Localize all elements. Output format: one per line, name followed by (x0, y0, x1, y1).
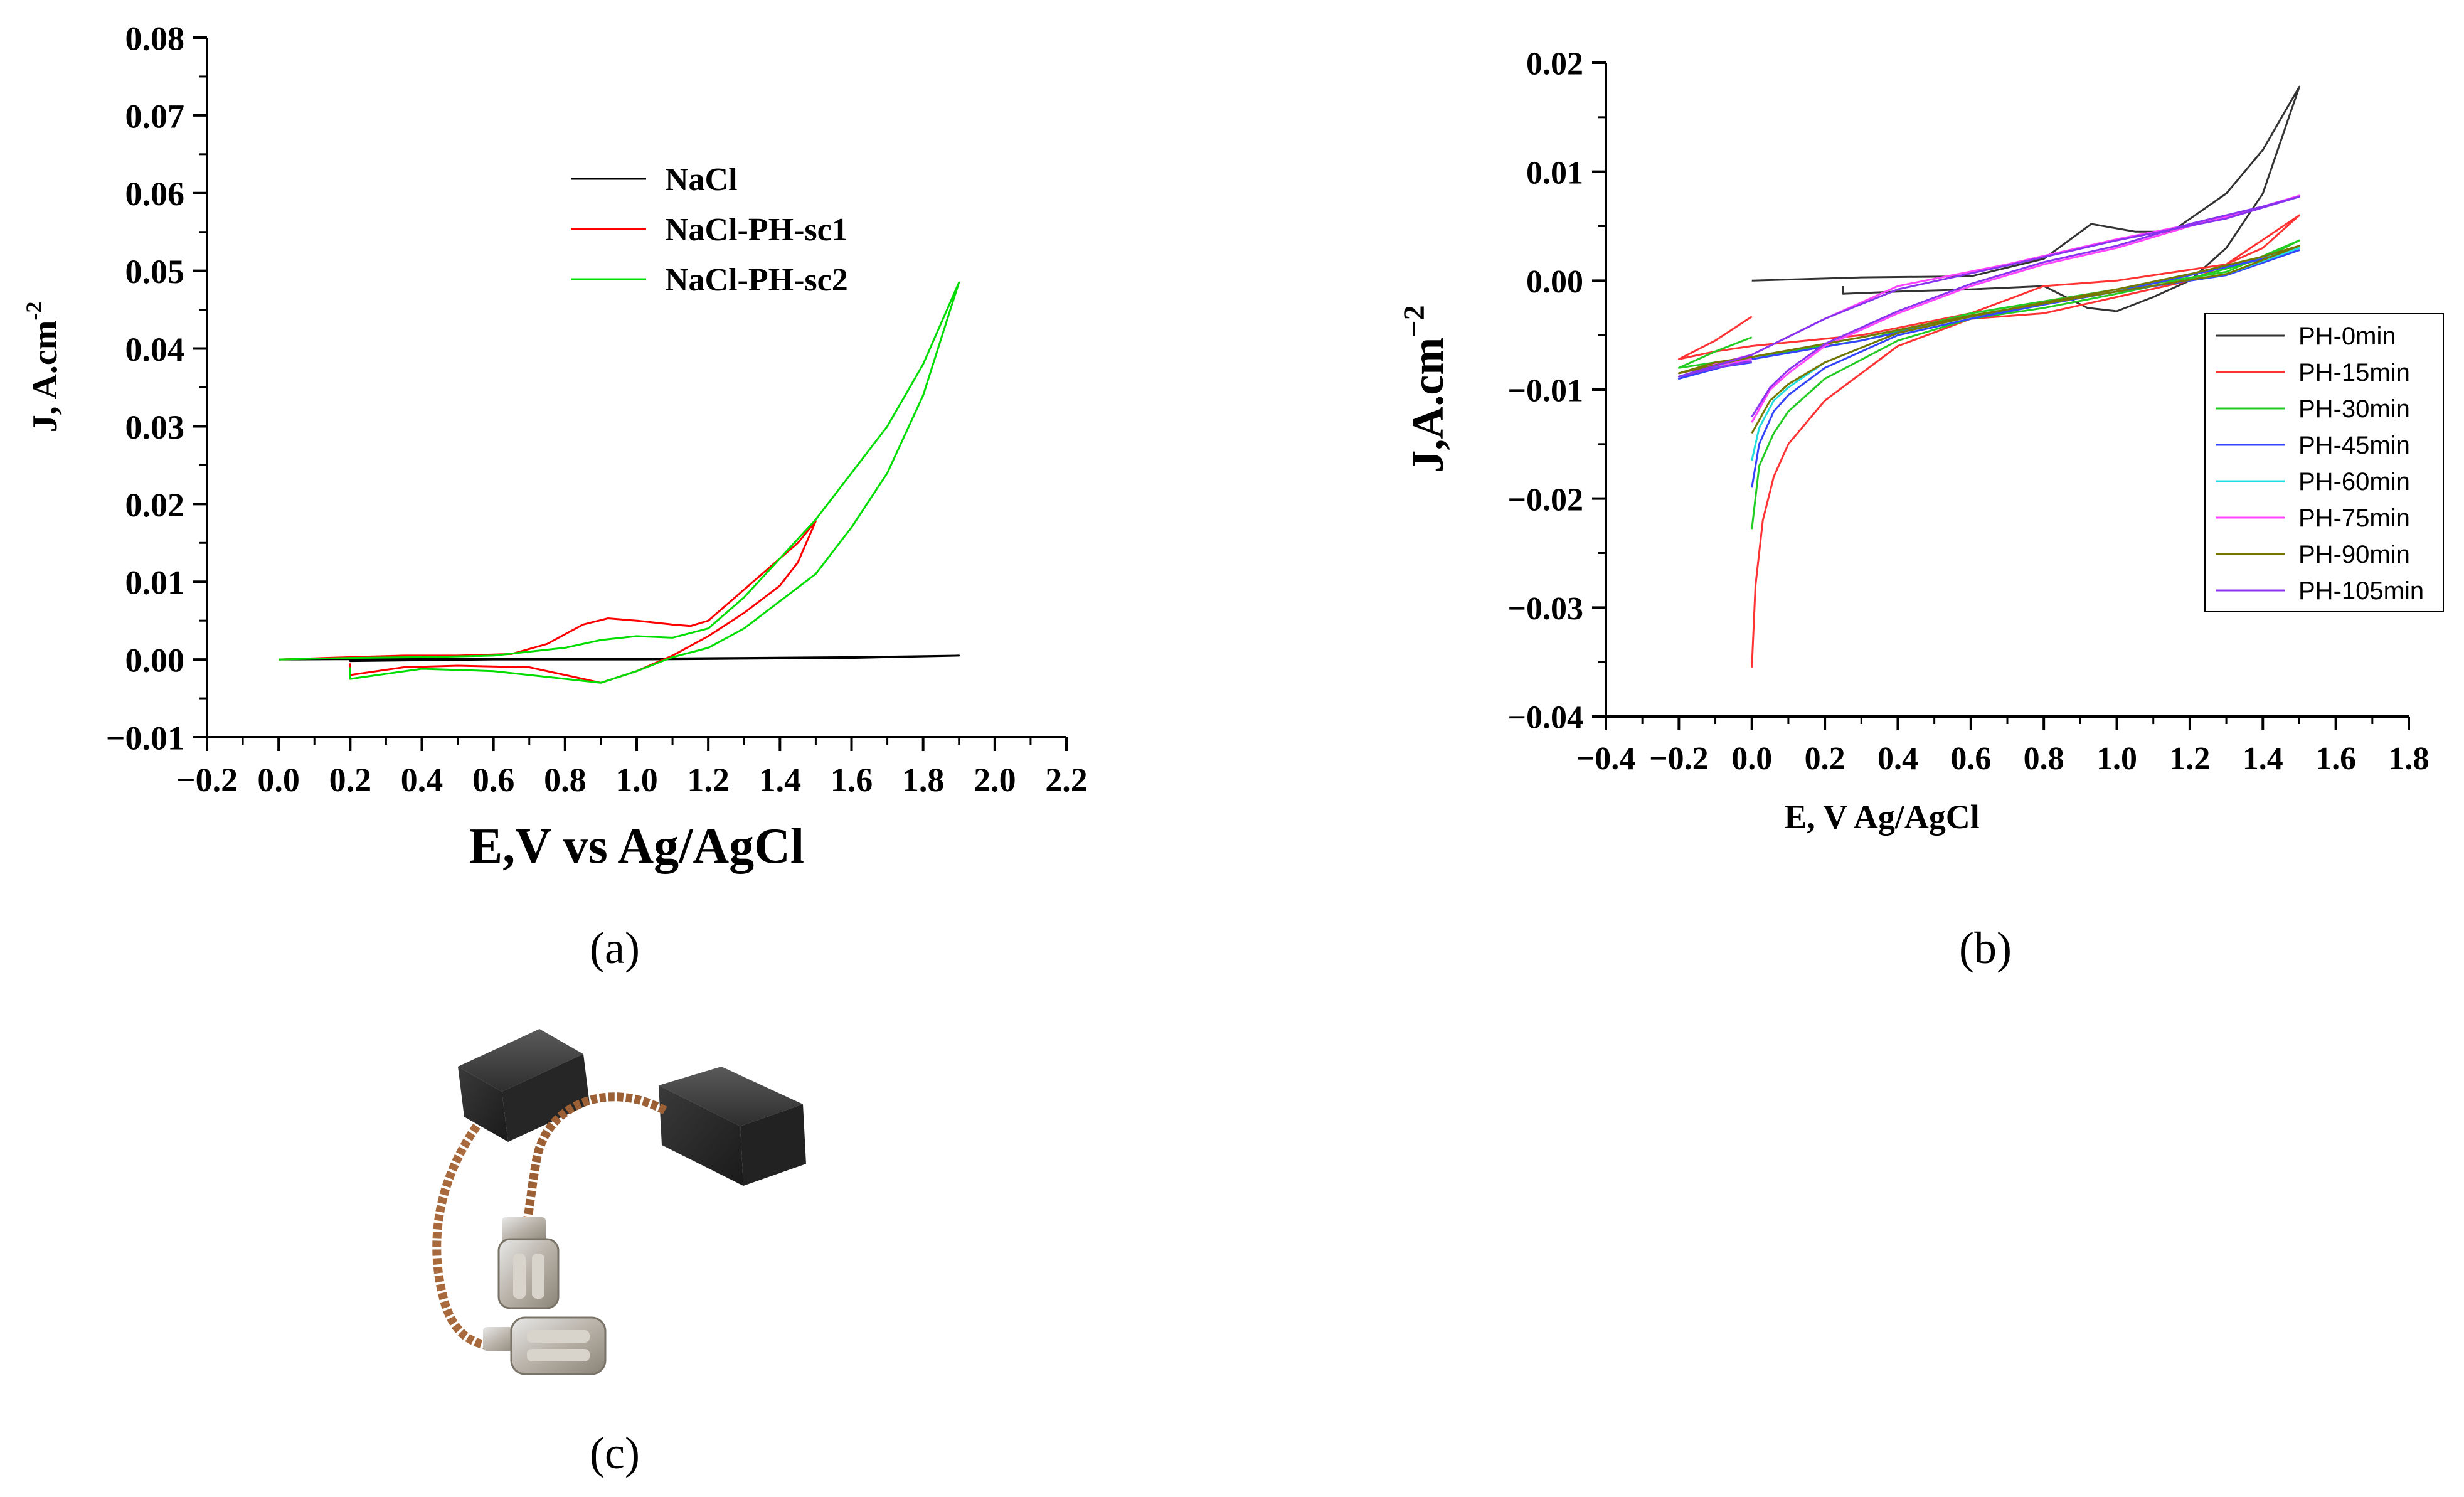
chart-a-x-tick-label: 1.6 (831, 761, 873, 799)
chart-b-legend-label: PH-75min (2298, 504, 2410, 532)
chart-b-y-tick-label: 0.00 (1526, 264, 1583, 300)
chart-b-legend-label: PH-0min (2298, 322, 2396, 350)
chart-a-x-tick-label: 1.8 (902, 761, 945, 799)
chart-b-legend-label: PH-105min (2298, 577, 2424, 605)
chart-b-plot-area: −0.4 −0.2 0.0 0.2 0.4 0.6 0.8 1.0 1.2 1.4 1.6 1.8 −0… (1507, 46, 2429, 777)
chart-b-x-tick-label: 0.0 (1731, 741, 1772, 777)
chart-b-legend-label: PH-90min (2298, 541, 2410, 568)
chart-a-x-tick-label: 0.2 (329, 761, 372, 799)
terminal-upper (497, 1217, 560, 1309)
chart-a-series-nacl (279, 654, 960, 663)
chart-a-y-tick-label: 0.00 (125, 642, 185, 679)
chart-a-y-tick-label: 0.04 (125, 331, 185, 368)
chart-b-series-ph-45min (1677, 249, 2300, 488)
chart-a-legend-label: NaCl-PH-sc2 (665, 262, 848, 298)
chart-b-y-axis-label: J,A.cm−2 (1398, 305, 1453, 472)
chart-a-y-tick-label: 0.05 (125, 253, 185, 290)
chart-a-x-tick-label: 2.0 (974, 761, 1016, 799)
carbon-block-right (659, 1067, 806, 1186)
chart-a-series-nacl-ph-sc1 (279, 520, 817, 684)
chart-a-legend: NaCl NaCl-PH-sc1 NaCl-PH-sc2 (571, 162, 848, 298)
panel-label-b: (b) (1959, 923, 2012, 973)
chart-a-x-axis-label: E,V vs Ag/AgCl (469, 819, 804, 874)
chart-b-y-tick-label: 0.01 (1526, 155, 1583, 191)
chart-b-x-axis-label: E, V Ag/AgCl (1784, 798, 1980, 836)
chart-b-legend-label: PH-60min (2298, 468, 2410, 496)
copper-wire-left (432, 1123, 491, 1350)
chart-a-y-axis-label-main: J, A.cm (26, 321, 65, 433)
chart-b-y-tick-label: −0.02 (1507, 482, 1583, 518)
copper-wire-right (523, 1092, 667, 1225)
chart-a-y-tick-label: 0.07 (125, 97, 185, 135)
chart-a-x-tick-label: 2.2 (1045, 761, 1088, 799)
chart-a-y-tick-label: 0.06 (125, 175, 185, 213)
chart-b-x-tick-label: 0.4 (1877, 741, 1918, 777)
chart-b-y-tick-label: −0.01 (1507, 373, 1583, 409)
chart-b-x-tick-label: 1.4 (2243, 741, 2283, 777)
chart-a-y-tick-label: 0.01 (125, 564, 185, 602)
chart-b-series-ph-105min (1677, 196, 2300, 418)
chart-b-x-tick-label: 0.2 (1805, 741, 1845, 777)
chart-b-y-axis-label-main: J,A.cm (1403, 338, 1453, 473)
chart-a-y-tick-label: 0.08 (125, 19, 185, 57)
chart-a-x-tick-label: 1.2 (687, 761, 730, 799)
chart-a-x-tick-label: 1.0 (615, 761, 658, 799)
terminal-lower (483, 1316, 607, 1375)
chart-a-x-tick-label: 0.0 (257, 761, 300, 799)
chart-b-x-tick-label: 1.0 (2096, 741, 2137, 777)
chart-b-y-tick-label: −0.03 (1507, 591, 1583, 627)
chart-a-y-tick-label: 0.02 (125, 486, 185, 524)
chart-a-y-axis-label-sup: -2 (21, 302, 46, 321)
chart-b-legend: PH-0min PH-15min PH-30min PH-45min PH-60min P… (2204, 313, 2444, 612)
chart-a-x-tick-label: 1.4 (759, 761, 802, 799)
chart-a-y-tick-label: −0.01 (106, 719, 184, 757)
chart-a-plot-area: −0.2 0.0 0.2 0.4 0.6 0.8 1.0 1.2 1.4 1.6 1.8 2.0 2.2… (106, 19, 1088, 799)
chart-b-y-tick-label: 0.02 (1526, 46, 1583, 82)
chart-a-x-tick-label: 0.8 (544, 761, 587, 799)
chart-b-x-tick-label: 1.2 (2169, 741, 2210, 777)
chart-b-x-tick-label: 0.8 (2024, 741, 2064, 777)
chart-b-x-tick-label: −0.4 (1576, 741, 1636, 777)
chart-a-x-tick-label: 0.4 (401, 761, 443, 799)
chart-a-legend-label: NaCl (665, 162, 738, 198)
chart-a-x-tick-label: −0.2 (176, 761, 238, 799)
chart-b-y-tick-label: −0.04 (1507, 700, 1583, 736)
chart-b-x-tick-label: 0.6 (1950, 741, 1991, 777)
chart-a-y-axis-label: J, A.cm-2 (21, 302, 65, 433)
chart-b-legend-label: PH-45min (2298, 432, 2410, 459)
chart-a-series-nacl-ph-sc2 (279, 281, 960, 684)
chart-b-series-ph-0min (1751, 85, 2300, 312)
chart-b-series-ph-15min (1677, 214, 2300, 668)
chart-b-y-axis-label-sup: −2 (1398, 305, 1431, 337)
chart-b-legend-label: PH-30min (2298, 395, 2410, 423)
carbon-block-left (458, 1029, 590, 1142)
chart-b: −0.4 −0.2 0.0 0.2 0.4 0.6 0.8 1.0 1.2 1.4 1.6 1.8 −0… (1398, 46, 2444, 836)
chart-b-x-tick-label: 1.6 (2315, 741, 2356, 777)
carbon-brush-photo (432, 1029, 806, 1375)
panel-label-c: (c) (590, 1428, 640, 1478)
panel-label-a: (a) (590, 923, 640, 973)
chart-a-y-tick-label: 0.03 (125, 408, 185, 446)
chart-b-x-tick-label: 1.8 (2389, 741, 2429, 777)
chart-b-legend-label: PH-15min (2298, 359, 2410, 386)
chart-a-legend-label: NaCl-PH-sc1 (665, 212, 848, 248)
chart-a-x-tick-label: 0.6 (472, 761, 515, 799)
chart-b-legend-box (2204, 313, 2444, 612)
chart-a: −0.2 0.0 0.2 0.4 0.6 0.8 1.0 1.2 1.4 1.6 1.8 2.0 2.2… (21, 19, 1088, 874)
chart-b-x-tick-label: −0.2 (1649, 741, 1709, 777)
chart-b-series-ph-90min (1677, 245, 2300, 434)
